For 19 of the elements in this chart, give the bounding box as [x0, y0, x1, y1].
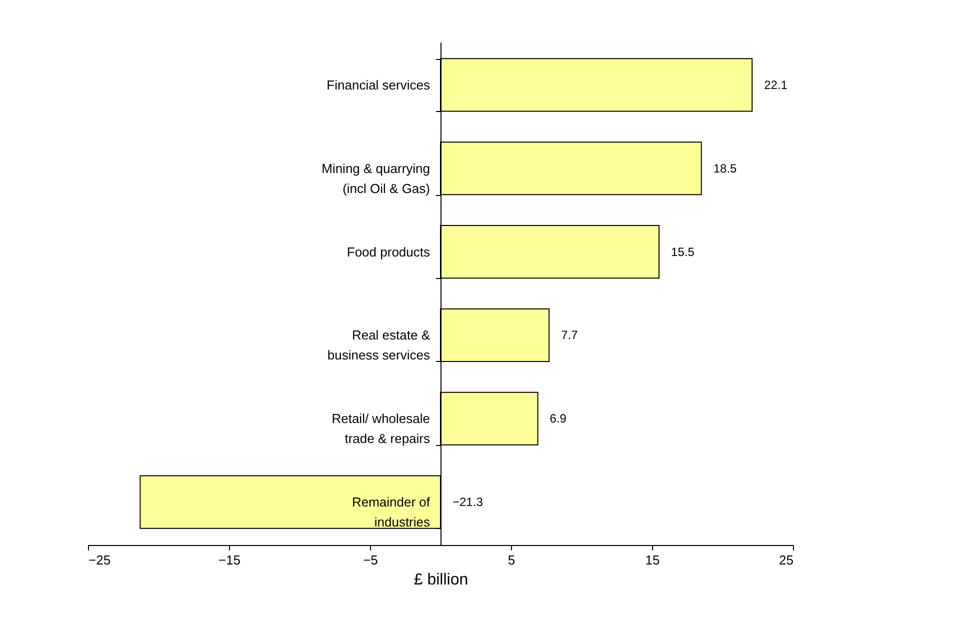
data-label: 22.1: [764, 78, 788, 92]
y-tick-label: Food products: [346, 244, 430, 260]
x-tick-label: −25: [88, 552, 111, 568]
x-tick-label: 5: [508, 552, 516, 568]
data-label: 7.7: [561, 328, 578, 342]
y-tick-label: Real estate & business services: [327, 328, 430, 363]
y-tick-label: Mining & quarrying (incl Oil & Gas): [322, 160, 430, 196]
x-tick-label: −15: [218, 552, 241, 568]
y-tick-label: Financial services: [326, 77, 430, 92]
x-tick-label: −5: [363, 552, 378, 568]
data-label: −21.3: [452, 495, 484, 510]
x-axis-title: £ billion: [414, 572, 468, 588]
data-label: 18.5: [713, 161, 738, 176]
y-tick-label: Retail/ wholesale trade & repairs: [332, 411, 430, 446]
data-label: 15.5: [671, 244, 695, 259]
data-label: 6.9: [550, 412, 567, 426]
y-tick-label: Remainder of industries: [352, 494, 430, 530]
x-tick-label: 25: [779, 552, 794, 568]
x-tick-label: 15: [645, 552, 660, 568]
